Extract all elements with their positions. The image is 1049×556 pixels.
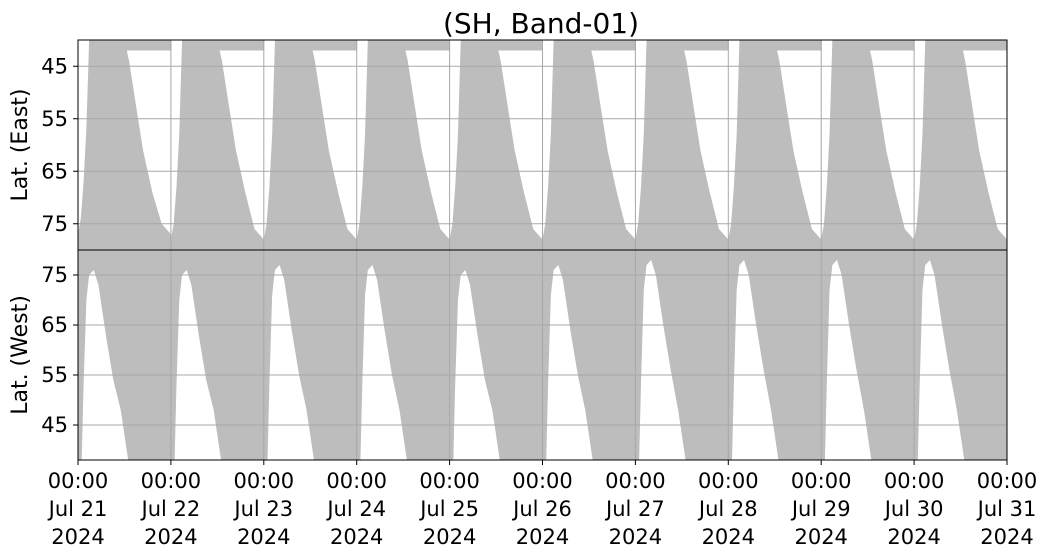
west-gap-day-8 — [732, 260, 779, 460]
panel-east: 45 55 65 75 Lat. (East) — [8, 39, 1008, 251]
xtick-label-2-2: 2024 — [237, 525, 290, 549]
xtick-label-1-2: 2024 — [144, 525, 197, 549]
xtick-label-7-2: 2024 — [702, 525, 755, 549]
xtick-label-0-1: Jul 21 — [47, 497, 108, 521]
xtick-label-4-2: 2024 — [423, 525, 476, 549]
east-coverage-day-6 — [542, 40, 636, 250]
ytick-label-west-55: 55 — [41, 363, 68, 387]
xtick-label-5-0: 00:00 — [512, 469, 573, 493]
xtick-label-9-0: 00:00 — [884, 469, 945, 493]
west-gap-day-4 — [360, 265, 407, 460]
panel-west: 45 55 65 75 Lat. (West) — [8, 249, 1008, 461]
xtick-label-10-2: 2024 — [980, 525, 1033, 549]
east-coverage-day-7 — [635, 40, 729, 250]
xtick-label-4-0: 00:00 — [419, 469, 480, 493]
xtick-label-3-1: Jul 24 — [325, 497, 386, 521]
west-gap-day-2 — [174, 270, 222, 460]
ytick-label-east-55: 55 — [41, 107, 68, 131]
xtick-label-10-0: 00:00 — [977, 469, 1038, 493]
xtick-label-4-1: Jul 25 — [418, 497, 479, 521]
west-y-ticks: 45 55 65 75 — [41, 263, 78, 437]
xtick-label-8-0: 00:00 — [791, 469, 852, 493]
east-coverage-band-6 — [588, 40, 636, 51]
xtick-label-5-1: Jul 26 — [511, 497, 572, 521]
xtick-label-0-2: 2024 — [51, 525, 104, 549]
xtick-label-2-0: 00:00 — [234, 469, 295, 493]
east-coverage-day-3 — [263, 40, 357, 250]
west-gap-day-10 — [917, 260, 965, 460]
xtick-label-8-1: Jul 29 — [790, 497, 851, 521]
west-gap-day-5 — [453, 270, 500, 460]
east-coverage-day-5 — [449, 40, 543, 250]
west-gap-day-1 — [81, 270, 129, 460]
west-grid — [78, 250, 1007, 460]
east-coverage-day-4 — [356, 40, 450, 250]
west-gap-day-6 — [546, 265, 593, 460]
west-gap-day-9 — [824, 260, 872, 460]
east-coverage-day-8 — [728, 40, 822, 250]
east-coverage-band-10 — [960, 40, 1007, 51]
chart-title: (SH, Band-01) — [443, 7, 639, 40]
west-gap-day-3 — [267, 265, 314, 460]
xtick-label-2-1: Jul 23 — [232, 497, 293, 521]
xtick-label-10-1: Jul 31 — [976, 497, 1037, 521]
xtick-label-6-0: 00:00 — [605, 469, 666, 493]
east-coverage-band-8 — [774, 40, 822, 51]
west-gap-day-7 — [639, 260, 686, 460]
xtick-label-3-2: 2024 — [330, 525, 383, 549]
xtick-label-6-2: 2024 — [609, 525, 662, 549]
east-y-ticks: 45 55 65 75 — [41, 54, 78, 236]
east-coverage-band-2 — [216, 40, 265, 51]
xtick-label-5-2: 2024 — [516, 525, 569, 549]
east-coverage-fill — [78, 40, 1007, 250]
east-y-axis-label: Lat. (East) — [8, 89, 33, 202]
xtick-label-3-0: 00:00 — [326, 469, 387, 493]
xtick-label-8-2: 2024 — [794, 525, 847, 549]
xtick-label-7-1: Jul 28 — [697, 497, 758, 521]
east-coverage-band-4 — [402, 40, 451, 51]
xtick-label-9-2: 2024 — [887, 525, 940, 549]
east-coverage-band-7 — [681, 40, 729, 51]
ytick-label-east-45: 45 — [41, 54, 68, 78]
ytick-label-east-65: 65 — [41, 159, 68, 183]
xtick-label-9-1: Jul 30 — [883, 497, 944, 521]
xtick-label-1-0: 00:00 — [141, 469, 202, 493]
xtick-label-7-0: 00:00 — [698, 469, 759, 493]
west-y-axis-label: Lat. (West) — [8, 295, 33, 415]
east-coverage-day-10 — [914, 40, 1007, 250]
east-coverage-band-3 — [309, 40, 358, 51]
xtick-label-6-1: Jul 27 — [604, 497, 665, 521]
ytick-label-west-75: 75 — [41, 263, 68, 287]
east-coverage-band-5 — [495, 40, 543, 51]
x-axis-ticks: 00:00 Jul 21 2024 00:00 Jul 22 2024 00:00 Jul 2… — [47, 460, 1038, 549]
ytick-label-east-75: 75 — [41, 212, 68, 236]
east-coverage-band-1 — [123, 40, 172, 51]
xtick-label-1-1: Jul 22 — [140, 497, 201, 521]
xtick-label-0-0: 00:00 — [48, 469, 109, 493]
east-coverage-day-1 — [78, 40, 171, 250]
east-coverage-band-9 — [867, 40, 915, 51]
east-coverage-day-2 — [170, 40, 264, 250]
east-grid — [78, 40, 1007, 250]
east-coverage-day-9 — [821, 40, 915, 250]
ytick-label-west-65: 65 — [41, 313, 68, 337]
ytick-label-west-45: 45 — [41, 413, 68, 437]
